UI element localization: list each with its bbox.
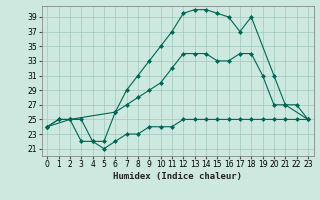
X-axis label: Humidex (Indice chaleur): Humidex (Indice chaleur) bbox=[113, 172, 242, 181]
